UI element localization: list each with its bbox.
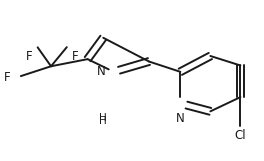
Text: N: N <box>97 65 106 78</box>
Text: H: H <box>99 116 107 126</box>
Text: F: F <box>4 71 11 84</box>
Text: F: F <box>72 50 79 63</box>
Text: Cl: Cl <box>235 129 246 142</box>
Text: F: F <box>26 50 33 63</box>
Text: H: H <box>99 113 107 123</box>
Text: N: N <box>176 112 185 125</box>
